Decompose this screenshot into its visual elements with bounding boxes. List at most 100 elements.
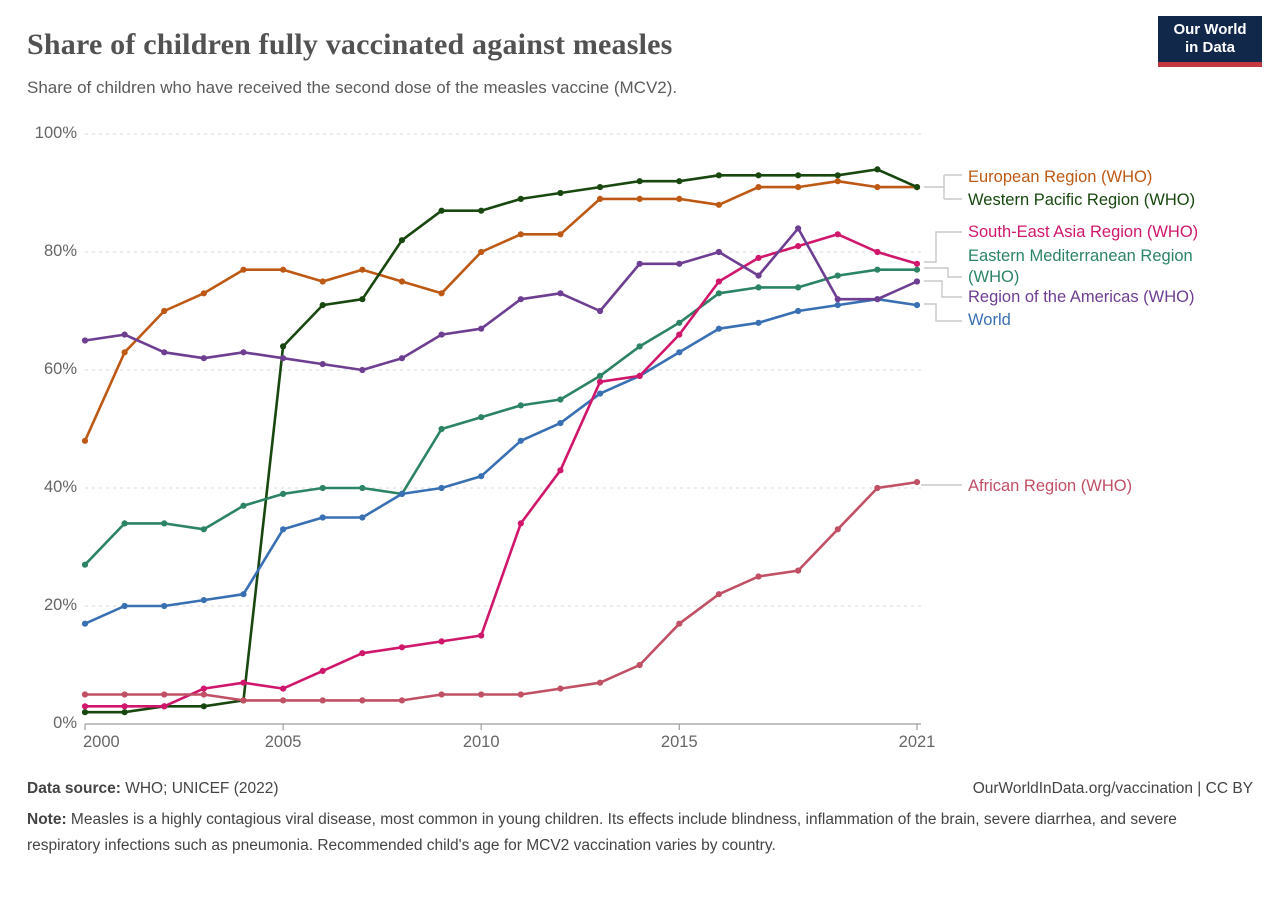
series-point (517, 437, 524, 444)
series-point (438, 638, 445, 645)
series-point (676, 195, 683, 202)
series-point (596, 390, 604, 397)
series-point (636, 372, 643, 379)
series-point (319, 278, 326, 285)
owid-logo-line2: in Data (1184, 39, 1235, 56)
series-point (200, 703, 207, 710)
series-point (398, 490, 406, 497)
series-point (279, 343, 287, 350)
series-point (81, 561, 89, 568)
series-point (240, 266, 247, 273)
series-point (755, 573, 762, 580)
legend-item-south-east-asia-region-who[interactable]: South-East Asia Region (WHO) (968, 223, 1199, 241)
series-point (398, 237, 406, 244)
series-point (478, 207, 485, 214)
series-point (834, 526, 841, 533)
owid-logo-line1: Our World (1173, 21, 1247, 38)
series-point (279, 490, 287, 497)
legend-connector (924, 267, 962, 278)
legend-item-western-pacific-region-who[interactable]: Western Pacific Region (WHO) (968, 191, 1196, 209)
series-point (636, 178, 643, 185)
series-point (319, 484, 326, 492)
series-point (81, 703, 89, 710)
series-point (81, 337, 89, 344)
series-point (121, 520, 128, 527)
page-title: Share of children fully vaccinated again… (27, 28, 673, 61)
legend-item-world[interactable]: World (968, 311, 1011, 329)
series-point (795, 284, 802, 291)
series-point (398, 355, 406, 362)
series-point (874, 248, 881, 256)
series-line-1 (83, 168, 919, 714)
x-axis-label: 2005 (264, 733, 302, 751)
series-point (319, 697, 326, 704)
series-point (240, 349, 247, 356)
series-point (517, 402, 524, 409)
legend-item-african-region-who[interactable]: African Region (WHO) (968, 477, 1133, 495)
series-point (834, 302, 841, 309)
series-point (478, 632, 485, 639)
series-point (240, 679, 247, 686)
series-line-2 (83, 233, 919, 708)
series-point (240, 591, 247, 598)
series-point (755, 272, 762, 279)
series-point (913, 278, 921, 285)
series-point (121, 709, 128, 716)
series-point (438, 331, 445, 338)
series-point (715, 278, 723, 285)
y-axis-label: 0% (53, 714, 77, 732)
attribution-link[interactable]: OurWorldInData.org/vaccination | CC BY (972, 780, 1253, 797)
series-point (359, 484, 366, 492)
series-point (834, 172, 841, 179)
series-point (715, 201, 723, 208)
series-point (161, 307, 168, 315)
series-point (636, 343, 643, 350)
series-point (359, 650, 366, 657)
series-point (359, 296, 366, 303)
series-point (438, 290, 445, 297)
legend-item-european-region-who[interactable]: European Region (WHO) (968, 168, 1153, 186)
series-point (913, 479, 921, 486)
series-point (438, 207, 445, 214)
series-point (755, 254, 762, 261)
x-axis-label: 2000 (83, 733, 120, 751)
y-axis-label: 80% (43, 242, 77, 260)
series-point (517, 195, 524, 202)
legend-item-region-of-the-americas-who[interactable]: Region of the Americas (WHO) (968, 288, 1195, 306)
y-axis-label: 100% (34, 124, 77, 142)
series-point (795, 243, 802, 250)
series-point (319, 514, 326, 521)
data-source-value: WHO; UNICEF (2022) (120, 780, 279, 797)
series-point (913, 184, 921, 191)
series-point (81, 691, 89, 698)
series-point (517, 231, 524, 238)
series-point (557, 396, 564, 403)
series-point (161, 703, 168, 710)
legend-item-eastern-mediterranean-region-who[interactable]: Eastern Mediterranean Region (WHO) (968, 247, 1193, 286)
y-axis-label: 20% (43, 596, 77, 614)
data-source: Data source: WHO; UNICEF (2022) (27, 780, 279, 798)
series-point (359, 697, 366, 704)
series-point (755, 319, 762, 326)
series-point (161, 691, 168, 698)
series-point (478, 325, 485, 332)
series-line-6 (83, 480, 919, 702)
series-point (596, 372, 604, 379)
series-point (81, 620, 89, 627)
series-point (715, 290, 723, 297)
series-point (121, 331, 128, 338)
y-axis-label: 60% (43, 360, 77, 378)
series-point (319, 302, 326, 309)
series-point (834, 231, 841, 238)
series-point (676, 260, 683, 267)
series-point (557, 290, 564, 297)
series-point (478, 691, 485, 698)
series-point (319, 361, 326, 368)
series-point (755, 172, 762, 179)
series-point (478, 473, 485, 480)
series-point (795, 225, 802, 232)
series-point (398, 278, 406, 285)
series-point (596, 195, 604, 202)
chart-subtitle: Share of children who have received the … (27, 78, 678, 97)
legend-connector (924, 174, 962, 200)
